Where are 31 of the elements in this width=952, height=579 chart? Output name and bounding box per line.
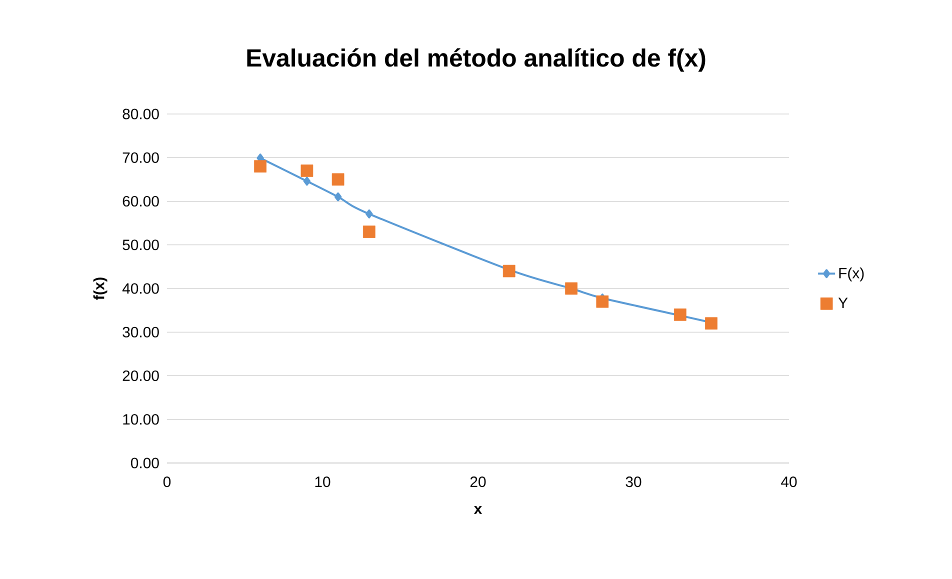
y-tick-label: 20.00 [122,370,159,382]
y-tick-label: 40.00 [122,283,159,294]
chart-title: Evaluación del método analítico de f(x) [247,48,706,72]
y-tick-label: 30.00 [122,326,159,338]
x-tick-label: 30 [626,476,642,488]
point [565,282,578,295]
point [705,317,718,330]
x-tick-label: 20 [470,476,486,488]
y-tick-label: 80.00 [122,108,159,120]
y-tick-label: 60.00 [122,196,159,207]
point [596,295,609,308]
x-tick-label: 40 [781,476,797,488]
point [674,308,686,321]
y-axis-title: f(x) [93,278,108,300]
point [502,264,516,278]
point [366,209,373,218]
legend-label: F(x) [839,267,864,282]
legend-label: Y [838,298,848,308]
point [300,164,314,177]
y-tick-label: 70.00 [122,152,159,163]
x-tick-label: 10 [315,476,330,488]
y-tick-label: 0.00 [130,458,159,468]
point [254,160,266,173]
x-tick-label: 0 [163,476,171,488]
point [332,173,344,186]
x-axis-title: x [474,506,482,514]
y-tick-label: 50.00 [122,240,159,250]
point [362,226,376,238]
point [303,176,311,186]
point [334,192,342,202]
y-tick-label: 10.00 [123,414,159,425]
